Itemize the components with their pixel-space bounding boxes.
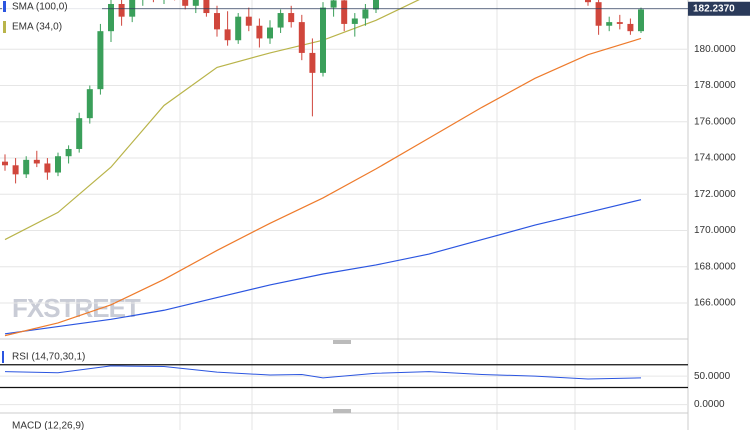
candle-body [288, 13, 295, 23]
candle-body [627, 23, 634, 32]
candle-body [320, 7, 326, 73]
y-tick-label: 166.0000 [694, 298, 736, 309]
legend-label: SMA (100,0) [12, 2, 68, 13]
candle-body [341, 0, 348, 24]
candle-body [616, 22, 623, 24]
rsi-tick-label: 50.0000 [694, 371, 731, 382]
candle-body [12, 165, 19, 175]
legend-swatch [2, 351, 4, 363]
resize-handle[interactable] [333, 409, 351, 413]
legend: SMA (100,0) EMA (34,0) [2, 0, 102, 34]
candle-body [129, 0, 136, 17]
candle-body [585, 0, 591, 3]
rsi-tick-label: 0.0000 [694, 399, 725, 410]
candle-body [86, 89, 93, 119]
candle-body [214, 13, 220, 30]
y-tick-label: 172.0000 [694, 189, 736, 200]
axes: 166.0000 168.0000 170.0000 172.0000 174.0000… [688, 1, 750, 410]
candle-body [330, 0, 337, 8]
candle-body [192, 0, 199, 6]
legend-swatch [3, 1, 6, 12]
v-grid [179, 0, 576, 430]
candle-body [277, 13, 284, 28]
candle-body [606, 22, 613, 26]
y-tick-label: 174.0000 [694, 153, 736, 164]
candle-body [55, 156, 61, 173]
indicator-line [4, 199, 642, 335]
candle-body [256, 25, 263, 39]
last-price-label: 182.2370 [693, 3, 735, 14]
candle-body [2, 161, 8, 166]
candle-body [23, 159, 30, 175]
candle-body [309, 52, 316, 73]
candle-body [595, 2, 602, 26]
candle-body [351, 18, 358, 24]
macd-title: MACD (12,26,9) [12, 421, 84, 430]
candle-body [267, 27, 273, 39]
candle-body [65, 148, 72, 157]
candle-body [76, 118, 83, 149]
plot [0, 0, 688, 337]
candle-body [108, 3, 114, 32]
legend-label: EMA (34,0) [12, 22, 62, 33]
resize-handle[interactable] [333, 340, 351, 344]
y-tick-label: 170.0000 [694, 225, 736, 236]
rsi-line [4, 365, 642, 380]
rsi-title: RSI (14,70,30,1) [12, 352, 85, 363]
y-tick-label: 180.0000 [694, 44, 736, 55]
indicator-line [4, 37, 642, 337]
candle-body [118, 3, 125, 17]
candle-body [97, 31, 104, 90]
candle-body [235, 16, 242, 41]
candle-body [245, 16, 252, 26]
y-tick-label: 168.0000 [694, 261, 736, 272]
watermark: FXSTREET [12, 293, 141, 323]
rsi-plot [0, 364, 688, 406]
candle-body [33, 159, 40, 164]
candle-body [224, 29, 231, 41]
y-tick-label: 178.0000 [694, 80, 736, 91]
candle-body [373, 0, 379, 10]
legend-swatch [3, 21, 6, 33]
candle-body [203, 0, 210, 14]
candle-body [638, 9, 644, 32]
candle-body [182, 0, 189, 6]
candle-body [298, 22, 305, 53]
candle-body [44, 163, 51, 173]
last-price-box [688, 1, 750, 16]
candle-body [362, 9, 369, 19]
y-tick-label: 176.0000 [694, 116, 736, 127]
